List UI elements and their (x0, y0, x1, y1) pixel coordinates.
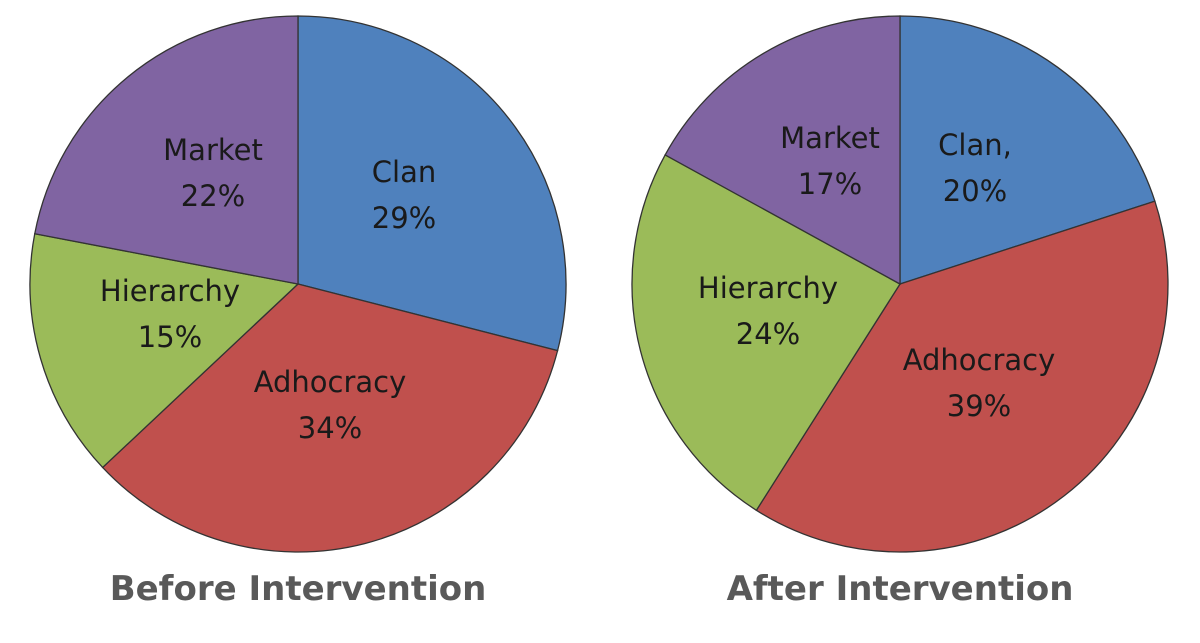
pie-slice-market (664, 15, 901, 286)
chart-title: After Intervention (727, 569, 1074, 609)
pie-chart-before: Clan 29% Adhocracy 34% Hierarchy 15% Market 22%… (29, 15, 567, 609)
pie-slice-market (33, 15, 299, 285)
slice-value-market: 22% (181, 179, 245, 213)
chart-title: Before Intervention (110, 569, 487, 609)
slice-label-hierarchy: Hierarchy (100, 274, 240, 308)
slice-value-clan: 20% (943, 174, 1007, 208)
slice-label-adhocracy: Adhocracy (903, 343, 1056, 377)
slice-label-market: Market (780, 121, 880, 155)
slice-value-adhocracy: 34% (298, 411, 362, 445)
slice-value-hierarchy: 24% (736, 317, 800, 351)
pie-slice-hierarchy (631, 154, 901, 512)
pie-chart-after: Clan, 20% Adhocracy 39% Hierarchy 24% Market 17… (631, 15, 1169, 609)
slice-value-market: 17% (798, 167, 862, 201)
slice-label-clan: Clan, (938, 128, 1012, 162)
slice-label-hierarchy: Hierarchy (698, 271, 838, 305)
slice-value-clan: 29% (372, 201, 436, 235)
slice-value-hierarchy: 15% (138, 320, 202, 354)
slice-label-market: Market (163, 133, 263, 167)
slice-value-adhocracy: 39% (947, 389, 1011, 423)
pie-slice-adhocracy (755, 200, 1169, 553)
pie-slice-hierarchy (29, 233, 300, 469)
pie-slice-clan (297, 15, 567, 352)
slice-label-clan: Clan (372, 155, 436, 189)
pie-slice-adhocracy (101, 283, 559, 553)
slice-label-adhocracy: Adhocracy (254, 365, 407, 399)
pie-slice-clan (899, 15, 1156, 285)
